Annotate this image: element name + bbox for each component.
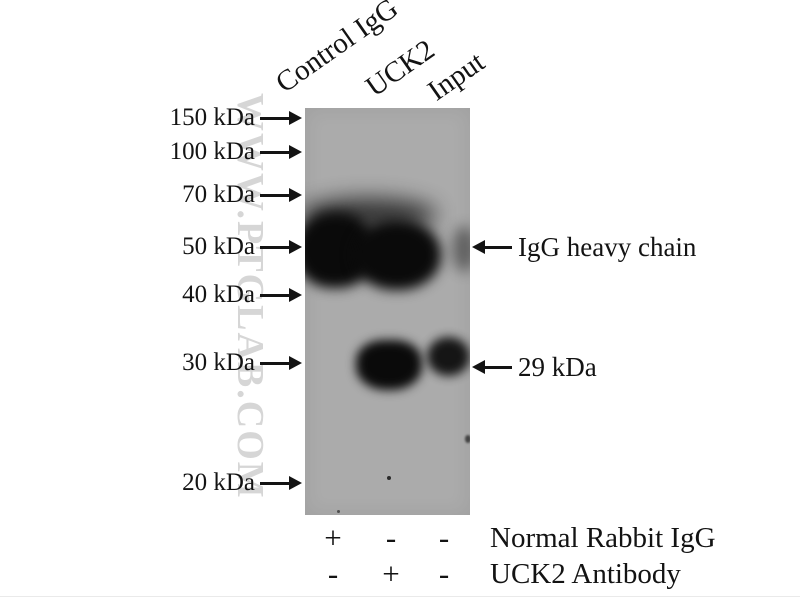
mw-label-50: 50 kDa <box>182 233 255 260</box>
membrane-speck <box>387 476 391 480</box>
annotation-label: 29 kDa <box>518 352 597 382</box>
left-arrow-icon <box>472 240 512 254</box>
footer-row-normal-rabbit-igg: + - - Normal Rabbit IgG <box>0 520 800 556</box>
mw-marker-100: 100 kDa <box>0 137 302 167</box>
annotation-29kda: 29 kDa <box>472 352 597 382</box>
sign-lane2: - <box>385 520 397 555</box>
mw-marker-20: 20 kDa <box>0 468 302 498</box>
band-29kda-uck2-lane <box>356 340 422 390</box>
mw-label-70: 70 kDa <box>182 181 255 208</box>
right-arrow-icon <box>260 240 302 254</box>
right-arrow-icon <box>260 288 302 302</box>
mw-marker-40: 40 kDa <box>0 280 302 310</box>
right-arrow-icon <box>260 188 302 202</box>
footer-label-uck2-antibody: UCK2 Antibody <box>490 558 681 590</box>
footer-label-normal-rabbit-igg: Normal Rabbit IgG <box>490 522 716 554</box>
mw-marker-30: 30 kDa <box>0 348 302 378</box>
sign-lane3: - <box>438 556 450 591</box>
right-arrow-icon <box>260 476 302 490</box>
annotation-igg-heavy-chain: IgG heavy chain <box>472 232 696 262</box>
sign-lane3: - <box>438 520 450 555</box>
mw-label-40: 40 kDa <box>182 281 255 308</box>
left-arrow-icon <box>472 360 512 374</box>
sign-lane1: + <box>324 520 342 555</box>
band-igg-heavy-chain-uck2-lane <box>353 220 441 290</box>
mw-marker-50: 50 kDa <box>0 232 302 262</box>
membrane-speck <box>337 510 340 513</box>
footer-row-uck2-antibody: - + - UCK2 Antibody <box>0 556 800 592</box>
blot-membrane <box>305 108 470 515</box>
bottom-hairline <box>0 596 800 597</box>
band-igg-heavy-chain-input-lane <box>452 226 470 272</box>
right-arrow-icon <box>260 356 302 370</box>
mw-label-20: 20 kDa <box>182 469 255 496</box>
membrane-speck <box>465 435 470 443</box>
right-arrow-icon <box>260 111 302 125</box>
right-arrow-icon <box>260 145 302 159</box>
lane-label-uck2: UCK2 <box>360 33 441 104</box>
mw-label-150: 150 kDa <box>169 104 255 131</box>
mw-marker-70: 70 kDa <box>0 180 302 210</box>
band-29kda-input-lane <box>427 337 470 376</box>
mw-label-30: 30 kDa <box>182 349 255 376</box>
mw-marker-150: 150 kDa <box>0 103 302 133</box>
sign-lane2: + <box>382 556 400 591</box>
annotation-label: IgG heavy chain <box>518 232 697 262</box>
sign-lane1: - <box>327 556 339 591</box>
mw-label-100: 100 kDa <box>169 138 255 165</box>
